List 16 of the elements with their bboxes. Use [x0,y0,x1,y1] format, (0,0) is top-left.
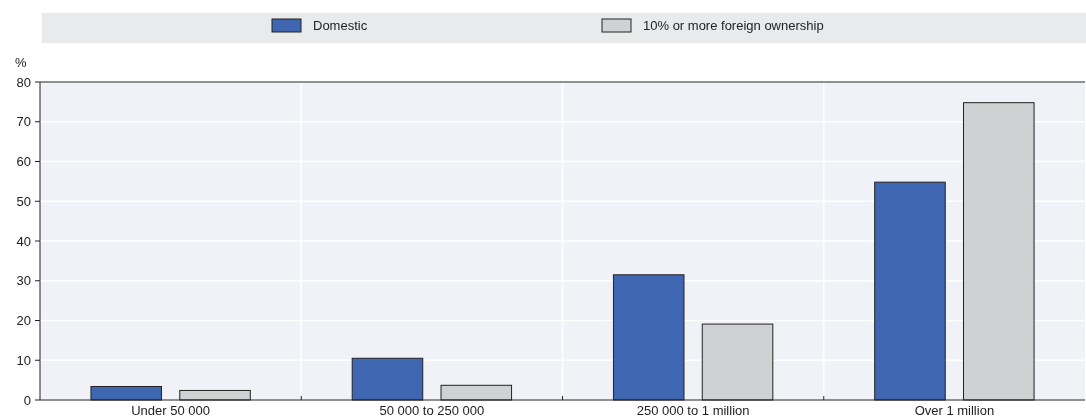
y-tick-label: 70 [16,114,31,130]
y-tick-label: 80 [16,74,31,90]
y-tick-label: 30 [16,273,31,289]
y-tick-label: 40 [16,233,31,249]
y-tick-label: 60 [16,154,31,170]
y-tick-label: 0 [23,392,31,408]
legend-label: 10% or more foreign ownership [643,18,824,33]
x-tick-label: 250 000 to 1 million [636,403,750,418]
x-tick-label: Under 50 000 [131,403,211,418]
y-tick-label: 50 [16,193,31,209]
x-tick-label: 50 000 to 250 000 [379,403,485,418]
y-axis-title: % [15,55,27,70]
y-tick-label: 10 [16,352,31,368]
x-tick-label: Over 1 million [914,403,995,418]
legend-label: Domestic [313,18,368,33]
y-tick-label: 20 [16,313,31,329]
